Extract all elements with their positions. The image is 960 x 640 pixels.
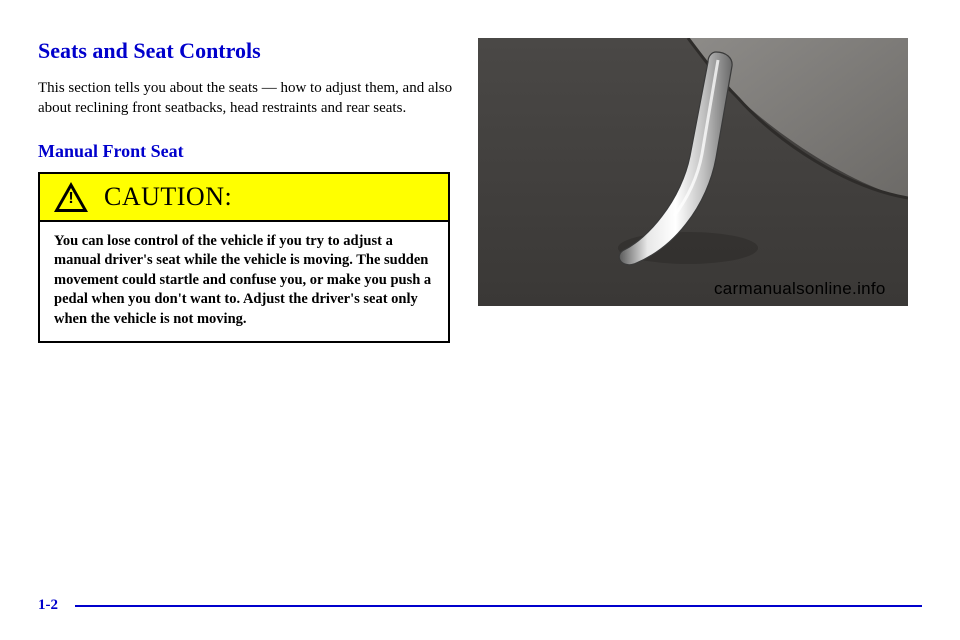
subsection-heading: Manual Front Seat [38,141,458,162]
caution-label: CAUTION: [104,182,232,212]
seat-lever-illustration: carmanualsonline.info [478,38,908,306]
warning-triangle-icon: ! [54,182,88,212]
watermark-text: carmanualsonline.info [714,279,886,298]
section-heading: Seats and Seat Controls [38,38,458,64]
intro-paragraph: This section tells you about the seats —… [38,78,458,119]
footer-rule [75,605,922,607]
caution-box: ! CAUTION: You can lose control of the v… [38,172,450,344]
right-column: carmanualsonline.info [478,38,918,306]
manual-page: Seats and Seat Controls This section tel… [0,0,960,640]
caution-header: ! CAUTION: [40,174,448,222]
page-number: 1-2 [38,597,58,614]
caution-body-text: You can lose control of the vehicle if y… [40,222,448,342]
left-column: Seats and Seat Controls This section tel… [38,38,458,343]
